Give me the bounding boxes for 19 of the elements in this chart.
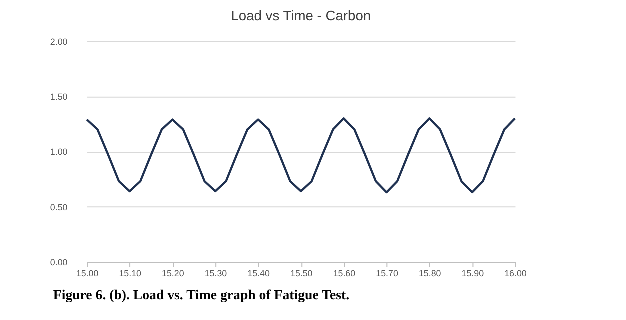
x-tick-label: 15.20 (162, 268, 184, 278)
x-tick-label: 16.00 (504, 268, 527, 278)
x-tick-label: 15.80 (418, 268, 442, 278)
y-tick-label: 0.50 (50, 202, 68, 212)
line-series (86, 118, 516, 194)
chart-title: Load vs Time - Carbon (231, 8, 372, 24)
y-tick-label: 1.00 (50, 147, 68, 158)
x-tick-label: 15.70 (376, 268, 398, 278)
y-tick-label: 2.00 (50, 36, 68, 47)
x-tick-label: 15.40 (248, 268, 270, 278)
caption: Figure 6. (b). Load vs. Time graph of Fatigue Test. (53, 288, 350, 304)
y-tick-label: 1.50 (50, 92, 68, 102)
x-tick-label: 15.30 (204, 268, 228, 278)
y-tick-label: 0.00 (50, 257, 68, 268)
x-tick-label: 15.00 (76, 268, 99, 278)
x-tick-label: 15.90 (462, 268, 484, 278)
x-tick-label: 15.50 (290, 268, 313, 278)
x-tick-label: 15.60 (333, 268, 356, 278)
x-tick-label: 15.10 (119, 268, 142, 278)
